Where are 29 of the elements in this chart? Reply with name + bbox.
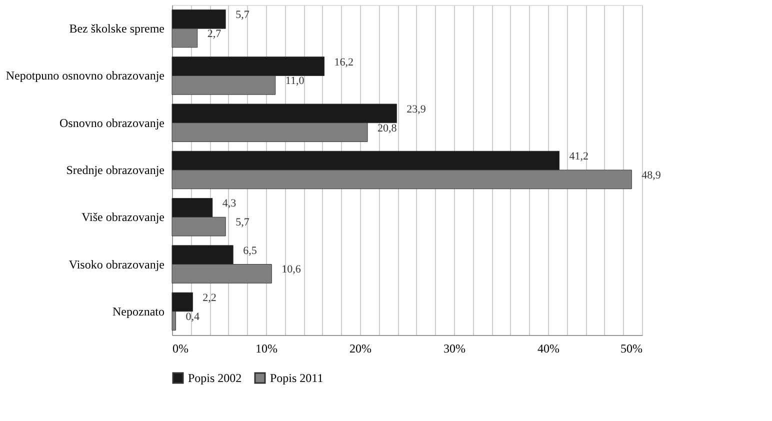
- data-label: 20,8: [378, 122, 398, 134]
- x-tick-label: 30%: [444, 342, 466, 356]
- y-tick-label: Nepoznato: [112, 304, 164, 318]
- data-label: 0,4: [186, 310, 200, 323]
- y-tick-label: Visoko obrazovanje: [68, 257, 164, 272]
- data-label: 48,9: [642, 169, 662, 182]
- legend-label: Popis 2002: [188, 371, 242, 385]
- data-label: 5,7: [236, 216, 250, 229]
- y-tick-label: Bez školske spreme: [69, 22, 164, 36]
- x-tick-label: 0%: [172, 342, 188, 356]
- y-tick-label: Srednje obrazovanje: [66, 163, 164, 177]
- legend-label: Popis 2011: [270, 371, 324, 385]
- data-label: 4,3: [222, 198, 237, 210]
- data-label: 5,7: [236, 9, 250, 22]
- x-tick-label: 50%: [620, 342, 642, 356]
- x-tick-label: 20%: [350, 342, 372, 356]
- data-label: 11,0: [285, 75, 305, 88]
- y-tick-label: Nepotpuno osnovno obrazovanje: [6, 68, 164, 83]
- data-label: 2,7: [207, 28, 222, 40]
- data-label: 2,2: [202, 292, 216, 304]
- data-label: 41,2: [569, 150, 589, 163]
- x-tick-label: 40%: [538, 342, 560, 356]
- y-tick-label: Više obrazovanje: [82, 210, 164, 224]
- data-label: 23,9: [406, 103, 426, 116]
- data-label: 10,6: [282, 264, 302, 276]
- data-label: 16,2: [334, 56, 354, 68]
- data-label: 6,5: [243, 244, 258, 257]
- x-tick-label: 10%: [256, 342, 278, 356]
- y-tick-label: Osnovno obrazovanje: [60, 116, 164, 130]
